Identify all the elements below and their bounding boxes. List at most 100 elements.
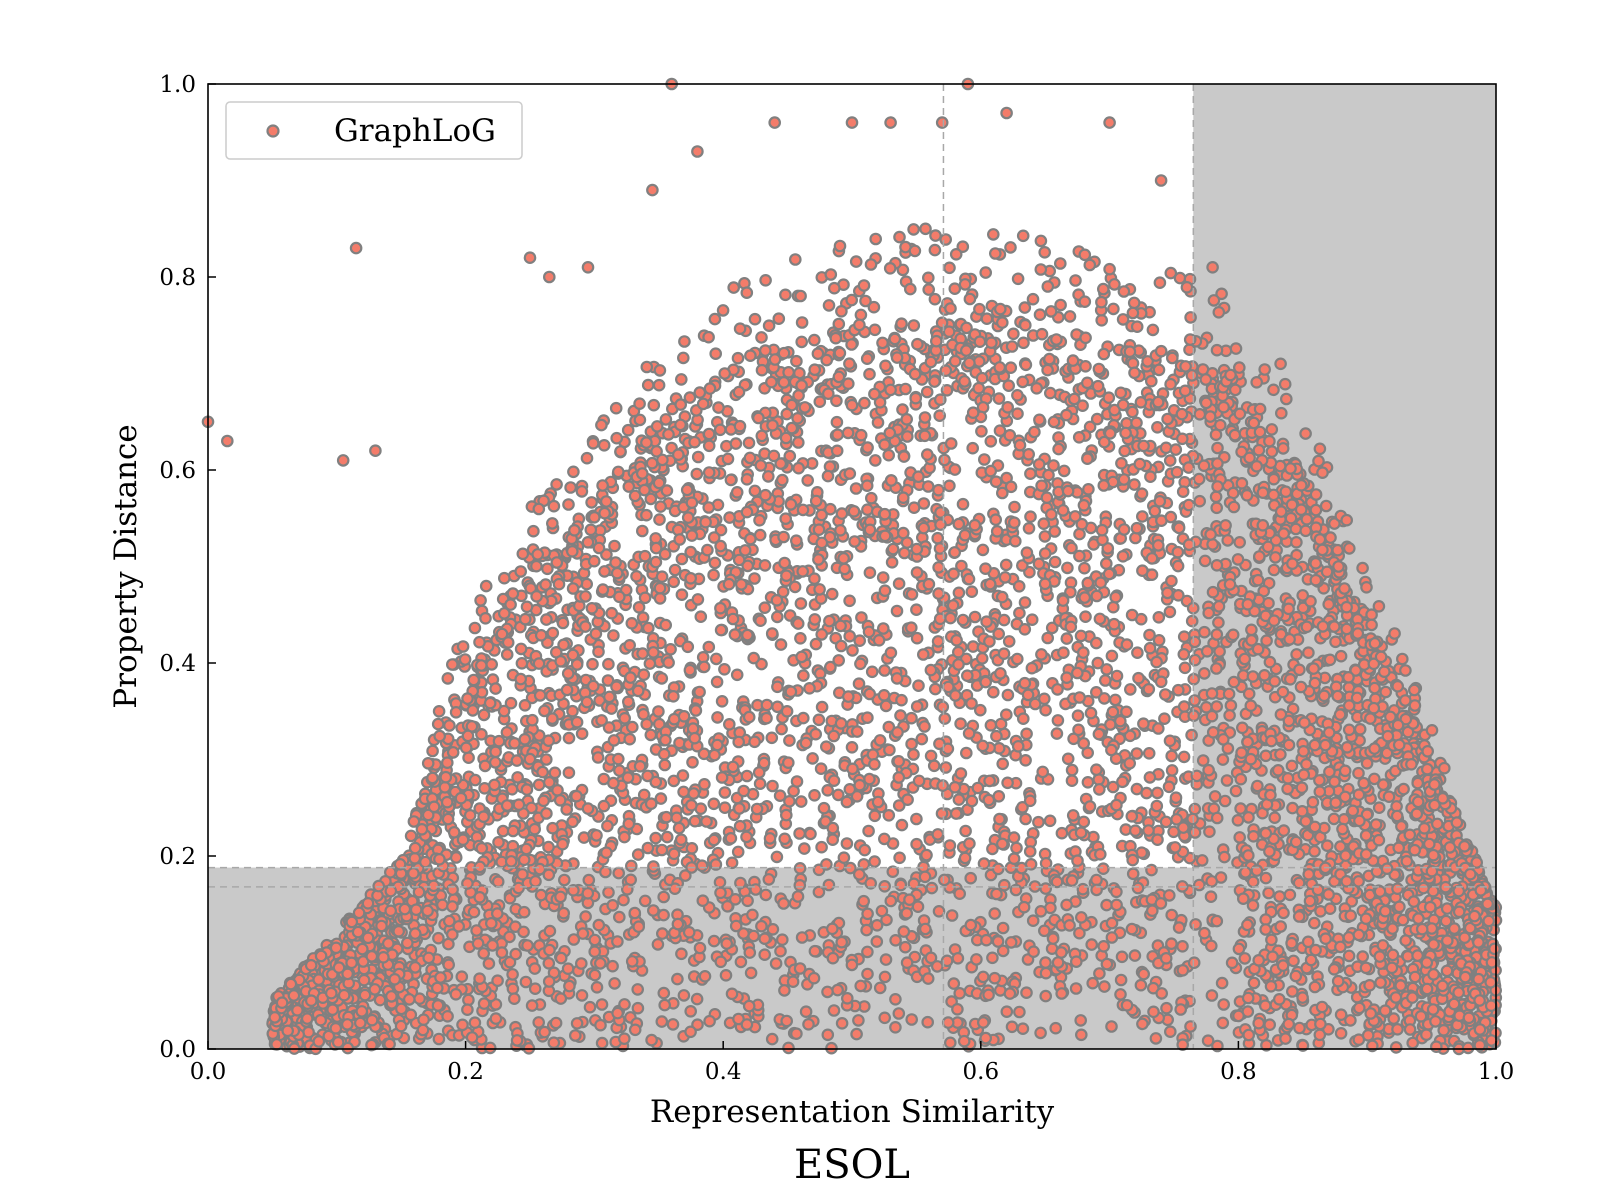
scatter-point <box>618 711 631 725</box>
scatter-point <box>728 628 742 641</box>
scatter-point <box>1229 784 1243 798</box>
scatter-point <box>658 998 671 1012</box>
scatter-point <box>823 614 836 628</box>
scatter-point <box>1061 561 1074 575</box>
scatter-point <box>807 333 821 347</box>
scatter-point <box>1148 504 1162 518</box>
scatter-point <box>1019 753 1032 767</box>
scatter-point <box>900 906 913 920</box>
scatter-point <box>996 757 1009 771</box>
scatter-point <box>566 815 579 829</box>
scatter-point <box>623 732 636 746</box>
scatter-point <box>500 726 514 739</box>
scatter-point <box>783 794 796 808</box>
scatter-point <box>907 319 921 332</box>
scatter-point <box>747 929 760 943</box>
scatter-point <box>812 713 826 727</box>
scatter-point <box>1034 1026 1047 1040</box>
scatter-point <box>1071 666 1084 680</box>
scatter-point <box>1188 826 1202 839</box>
scatter-point <box>1408 970 1422 984</box>
scatter-point <box>1051 956 1065 969</box>
scatter-points <box>201 77 1503 1056</box>
scatter-point <box>808 613 822 626</box>
scatter-point <box>1114 714 1127 728</box>
scatter-point <box>1142 746 1156 760</box>
scatter-point <box>876 336 889 350</box>
scatter-point <box>617 1032 631 1045</box>
scatter-point <box>941 1016 955 1029</box>
scatter-point <box>528 822 541 836</box>
scatter-point <box>1176 939 1189 953</box>
scatter-point <box>631 848 645 861</box>
scatter-point <box>500 648 514 661</box>
scatter-point <box>870 935 884 948</box>
scatter-point <box>1100 957 1114 971</box>
scatter-point <box>793 962 807 975</box>
scatter-point <box>725 987 739 1001</box>
scatter-point <box>1135 487 1149 500</box>
scatter-point <box>506 824 520 838</box>
scatter-point <box>543 924 557 938</box>
scatter-point <box>1234 802 1247 815</box>
scatter-point <box>421 904 434 918</box>
scatter-point <box>1363 978 1376 992</box>
scatter-point <box>586 679 600 693</box>
scatter-point <box>631 983 644 996</box>
scatter-point <box>506 968 519 981</box>
scatter-point <box>825 1041 838 1055</box>
scatter-point <box>489 745 502 759</box>
scatter-point <box>1005 1020 1019 1034</box>
scatter-point <box>845 398 859 412</box>
scatter-point <box>877 832 891 846</box>
scatter-point <box>774 944 787 958</box>
scatter-point <box>972 381 985 395</box>
scatter-point <box>1011 388 1024 402</box>
scatter-point <box>1038 530 1052 543</box>
scatter-point <box>649 831 662 845</box>
scatter-point <box>463 808 477 822</box>
scatter-point <box>1149 1032 1163 1045</box>
scatter-point <box>1071 854 1084 867</box>
scatter-point <box>300 1012 314 1025</box>
scatter-point <box>581 886 595 900</box>
scatter-point <box>492 734 506 748</box>
scatter-point <box>1008 500 1021 514</box>
scatter-point <box>730 668 744 682</box>
scatter-point <box>879 953 893 966</box>
scatter-point <box>1069 982 1083 995</box>
scatter-point <box>740 769 754 783</box>
scatter-point <box>492 835 505 849</box>
scatter-point <box>1233 831 1246 844</box>
scatter-point <box>740 830 753 844</box>
scatter-point <box>1154 675 1168 689</box>
scatter-point <box>612 590 626 604</box>
scatter-point <box>835 935 848 949</box>
scatter-point <box>1344 909 1357 922</box>
scatter-point <box>766 418 779 432</box>
scatter-point <box>812 553 825 566</box>
scatter-point <box>1082 482 1095 496</box>
scatter-point <box>1378 1004 1392 1017</box>
scatter-point <box>949 807 963 820</box>
scatter-point <box>1259 871 1273 885</box>
scatter-point <box>434 971 447 984</box>
scatter-point <box>355 942 369 956</box>
scatter-point <box>1078 561 1091 575</box>
scatter-point <box>561 667 575 680</box>
scatter-point <box>1151 786 1164 800</box>
scatter-point <box>838 562 851 576</box>
scatter-point <box>660 830 674 844</box>
scatter-point <box>1309 556 1322 570</box>
scatter-point <box>1204 528 1217 541</box>
scatter-point <box>971 781 985 795</box>
scatter-point <box>995 590 1009 604</box>
scatter-point <box>640 717 653 731</box>
scatter-point <box>794 597 808 610</box>
scatter-point <box>409 903 423 916</box>
scatter-point <box>758 932 771 945</box>
scatter-point <box>1210 662 1223 675</box>
scatter-point <box>912 679 925 692</box>
scatter-point <box>854 657 867 671</box>
scatter-point <box>863 772 876 786</box>
